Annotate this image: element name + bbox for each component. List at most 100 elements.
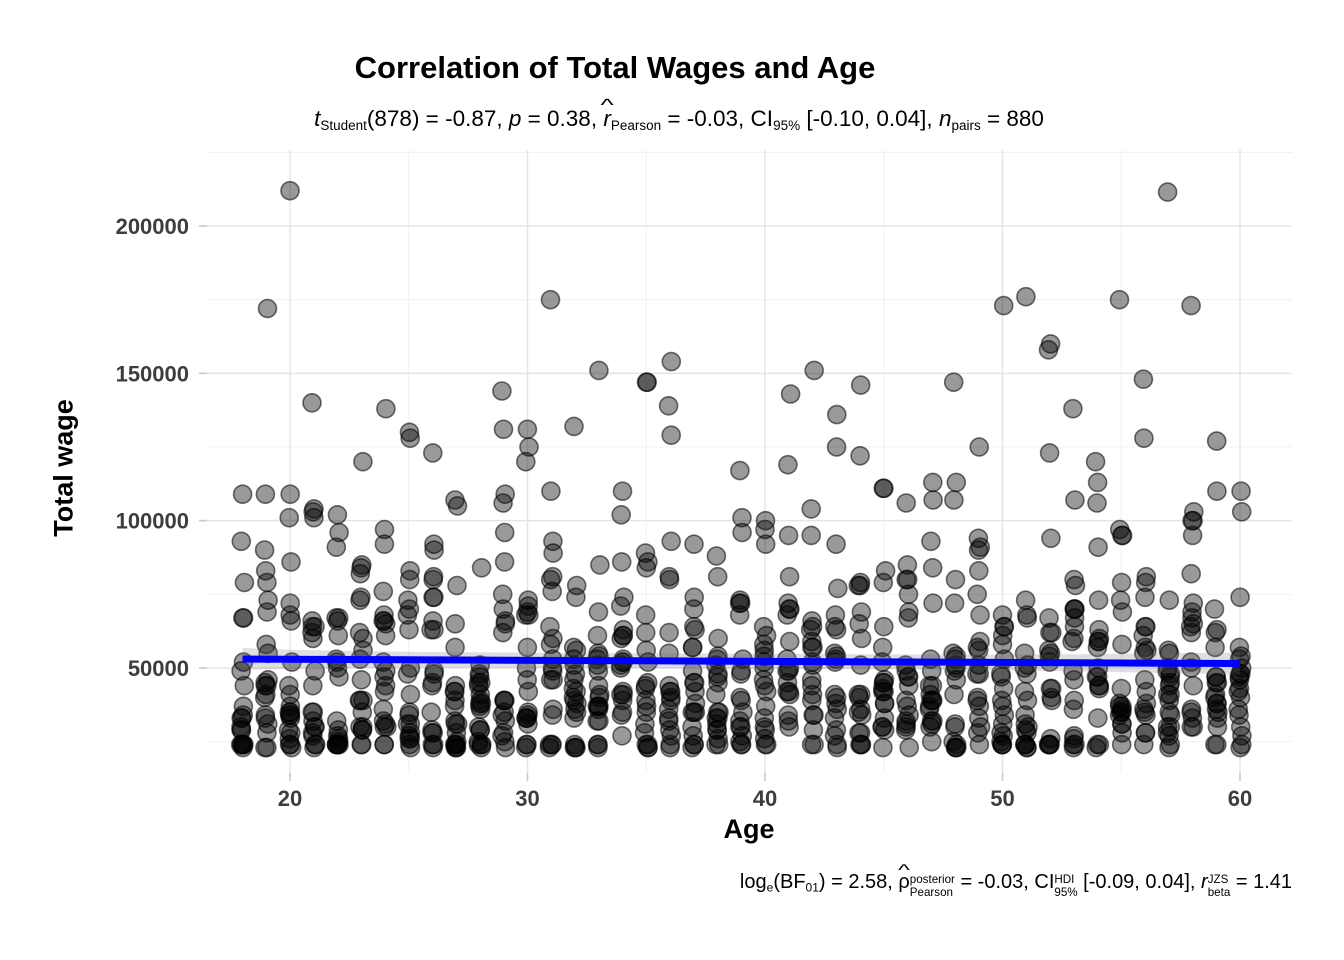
- data-point: [803, 720, 824, 740]
- y-axis-tick-labels: 50000 100000 150000 200000: [116, 214, 189, 681]
- y-tick-label: 50000: [128, 656, 189, 681]
- data-point: [376, 398, 396, 419]
- data-point: [804, 360, 825, 381]
- x-tick-label: 60: [1228, 786, 1252, 811]
- data-point: [613, 625, 633, 646]
- data-point: [801, 734, 822, 755]
- data-point: [493, 419, 514, 440]
- data-point: [873, 572, 894, 593]
- data-point: [612, 725, 632, 746]
- data-point: [445, 637, 465, 658]
- data-point: [471, 557, 492, 578]
- data-point: [967, 637, 988, 658]
- data-point: [542, 705, 563, 725]
- data-point: [660, 734, 681, 755]
- data-point: [754, 675, 775, 696]
- data-point: [922, 690, 943, 711]
- data-point: [637, 734, 658, 755]
- data-point: [659, 569, 680, 590]
- data-point: [492, 622, 513, 643]
- data-point: [636, 557, 657, 578]
- data-point: [898, 584, 919, 605]
- data-point: [969, 437, 990, 457]
- data-point: [683, 616, 704, 637]
- data-point: [946, 734, 967, 755]
- data-point: [1065, 599, 1085, 619]
- data-point: [258, 590, 278, 611]
- data-point: [732, 507, 752, 528]
- data-point: [422, 720, 442, 740]
- data-point: [1016, 286, 1036, 307]
- data-point: [780, 384, 801, 404]
- data-point: [517, 669, 538, 690]
- data-point: [970, 537, 991, 558]
- data-point: [611, 552, 632, 572]
- data-point: [446, 731, 467, 752]
- data-point: [254, 540, 275, 560]
- data-point: [730, 687, 751, 708]
- data-point: [1040, 334, 1061, 354]
- data-point: [1181, 295, 1201, 316]
- data-point: [923, 490, 943, 510]
- data-point: [922, 472, 943, 493]
- data-point: [447, 496, 468, 516]
- data-point: [563, 678, 584, 699]
- data-point: [919, 675, 940, 696]
- data-point: [896, 493, 917, 513]
- data-point: [873, 737, 893, 758]
- data-point: [801, 499, 822, 519]
- data-point: [349, 690, 370, 711]
- data-point: [826, 404, 847, 425]
- data-point: [400, 560, 420, 581]
- data-point: [1017, 605, 1037, 625]
- data-point: [326, 734, 347, 755]
- data-point: [280, 180, 300, 201]
- data-point: [826, 720, 847, 740]
- data-point: [589, 696, 609, 717]
- data-point: [611, 504, 632, 525]
- data-point: [1088, 590, 1109, 611]
- data-point: [706, 546, 727, 566]
- data-point: [705, 684, 726, 705]
- data-point: [1063, 737, 1084, 758]
- data-point: [967, 584, 988, 605]
- data-point: [851, 602, 872, 622]
- data-point: [994, 616, 1014, 637]
- data-point: [896, 690, 916, 711]
- data-point: [326, 608, 346, 628]
- data-point: [730, 593, 751, 614]
- data-point: [234, 675, 255, 696]
- data-point: [373, 611, 394, 631]
- data-point: [424, 540, 444, 560]
- data-point: [1040, 622, 1060, 643]
- data-point: [1062, 631, 1082, 652]
- data-point: [684, 534, 704, 555]
- data-point: [1136, 566, 1157, 587]
- data-point: [444, 734, 465, 755]
- data-point: [1205, 622, 1226, 643]
- data-point: [517, 637, 538, 658]
- data-point: [658, 711, 679, 731]
- data-point: [468, 675, 489, 696]
- data-point: [280, 593, 301, 614]
- data-point: [732, 522, 752, 543]
- data-point: [944, 593, 965, 614]
- data-point: [492, 381, 512, 401]
- data-point: [779, 566, 800, 587]
- data-point: [707, 566, 728, 587]
- data-point: [495, 737, 516, 758]
- data-point: [921, 711, 942, 731]
- data-point: [1134, 428, 1154, 449]
- data-point: [707, 702, 728, 723]
- data-point: [730, 717, 750, 737]
- data-point: [970, 717, 991, 737]
- data-point: [801, 675, 822, 696]
- data-point: [636, 372, 657, 393]
- data-point: [373, 711, 394, 731]
- data-point: [875, 560, 896, 581]
- data-point: [255, 484, 276, 505]
- data-point: [1229, 705, 1249, 725]
- data-point: [374, 519, 395, 540]
- data-point: [970, 605, 990, 625]
- data-point: [302, 611, 323, 631]
